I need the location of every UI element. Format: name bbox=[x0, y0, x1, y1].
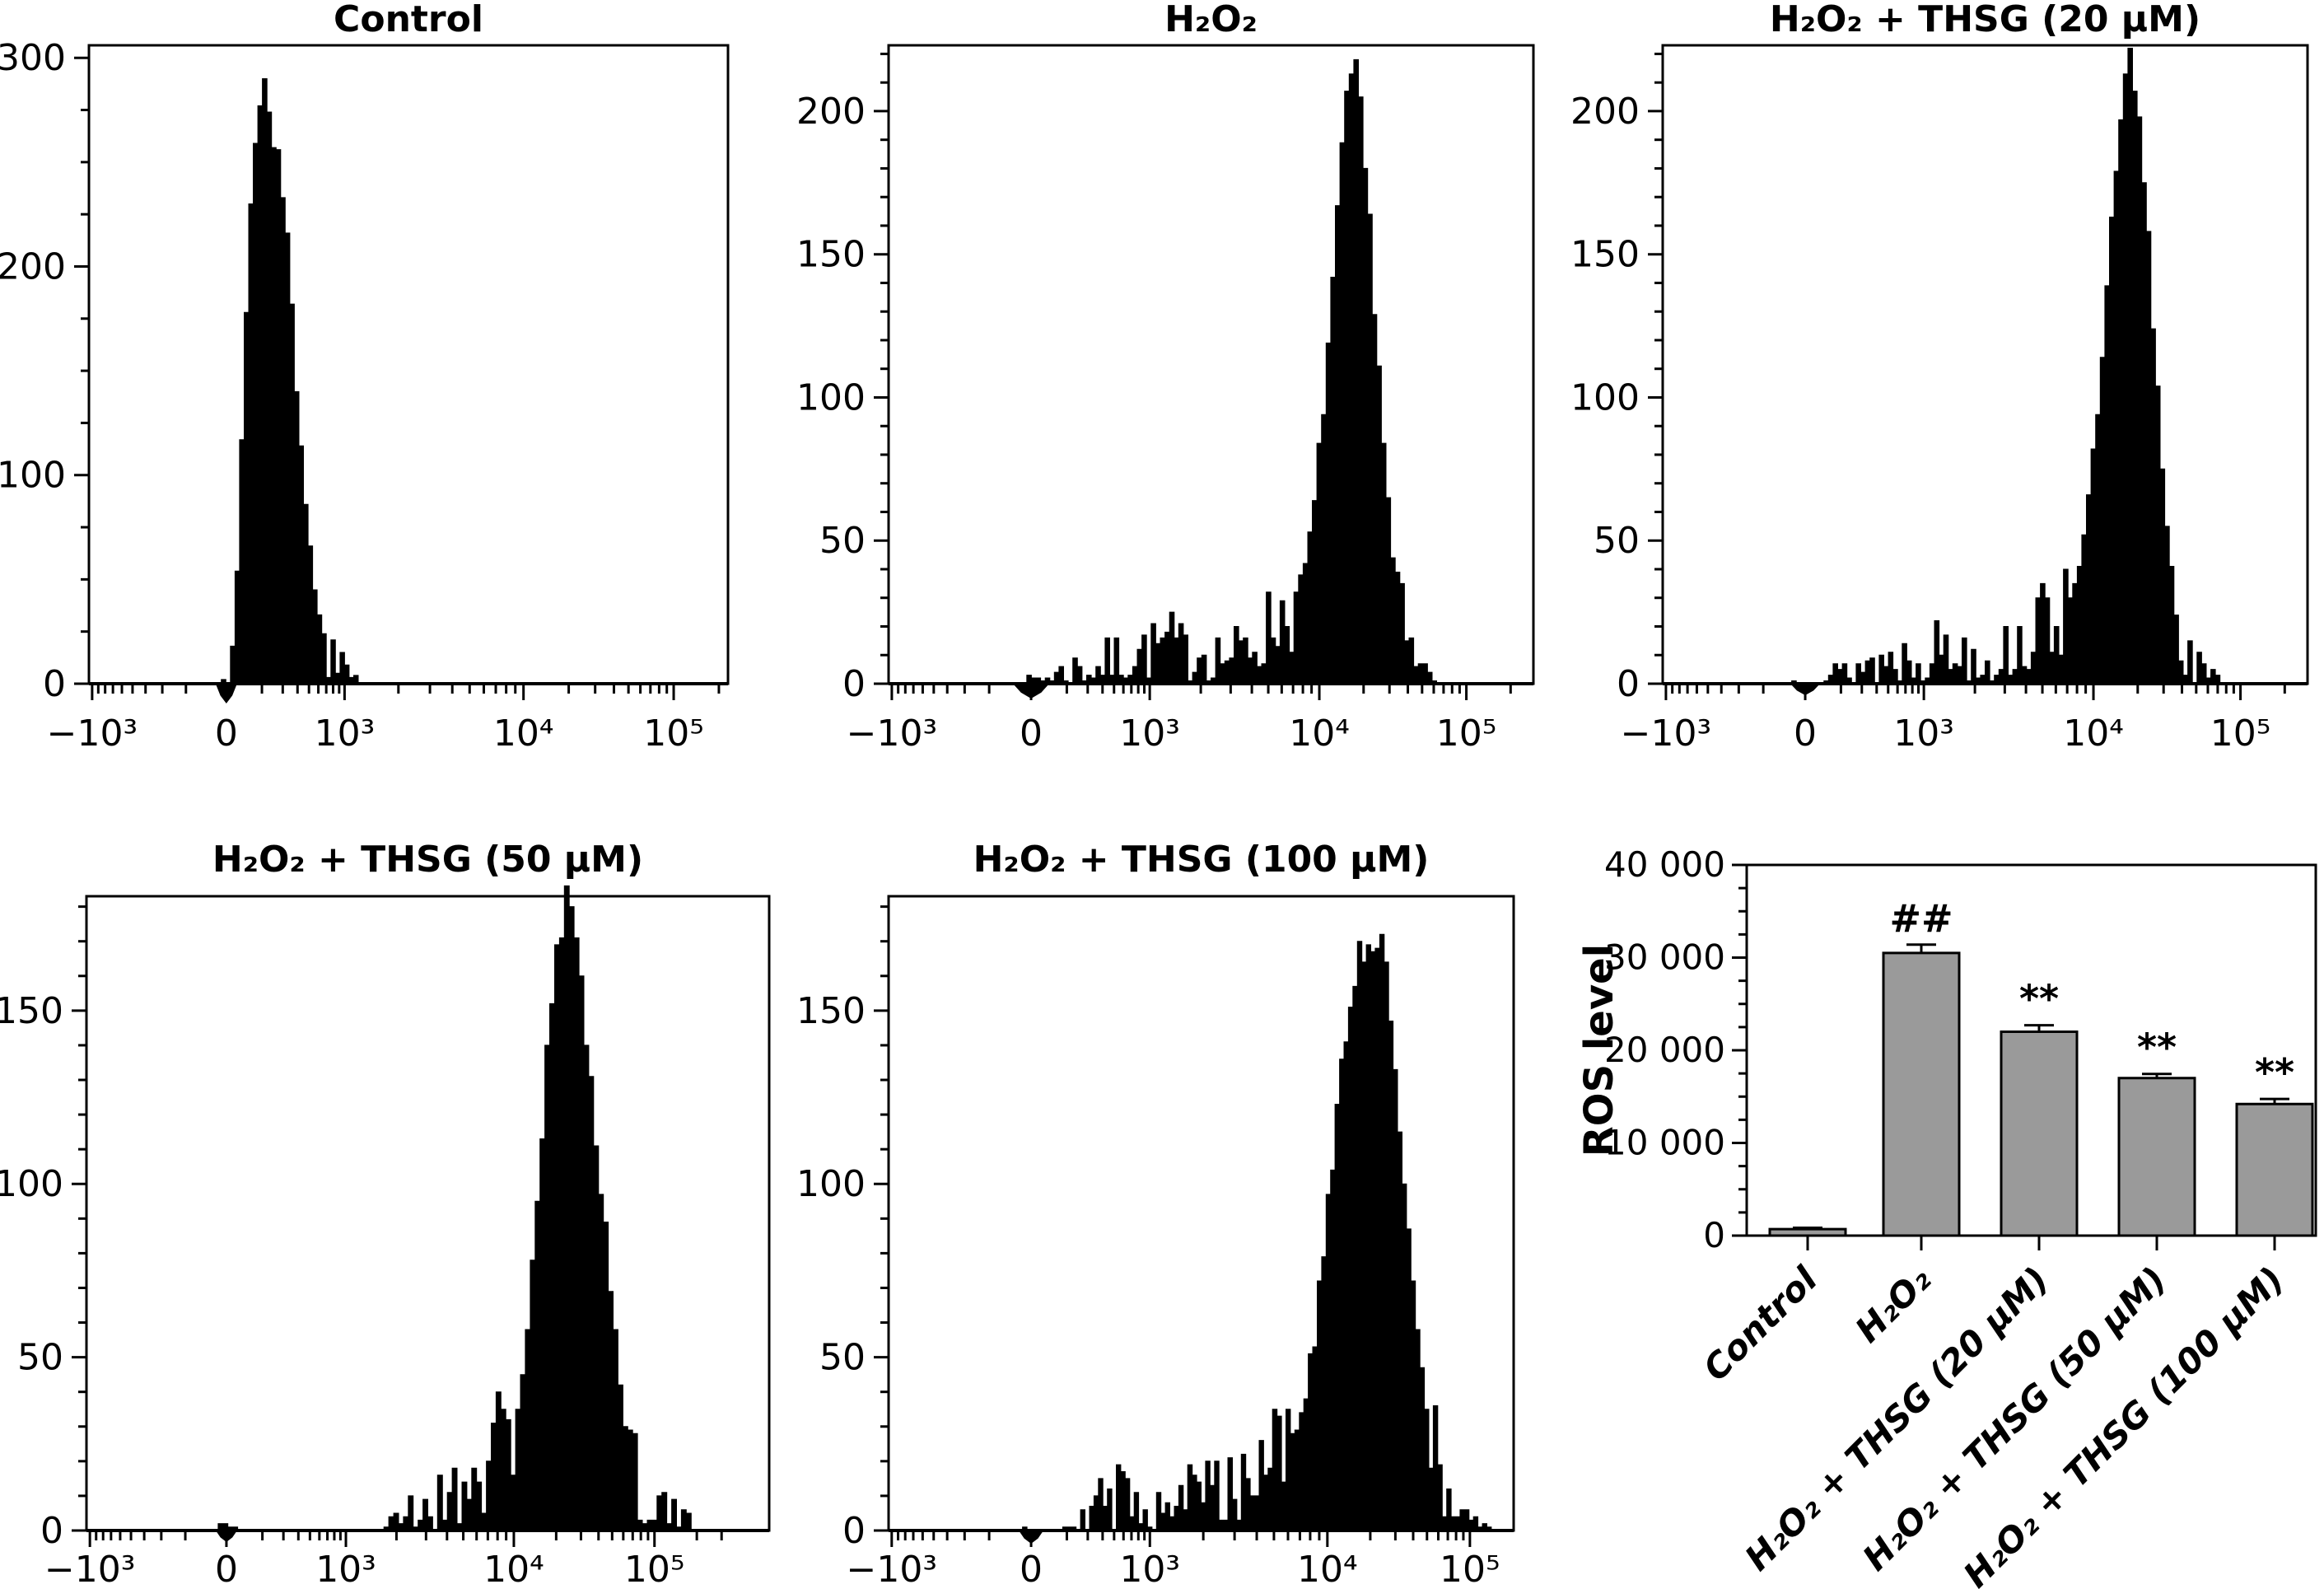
zero-event-notch bbox=[1019, 1531, 1044, 1544]
y-tick-label: 100 bbox=[0, 455, 66, 497]
y-tick-label: 10 000 bbox=[1604, 1123, 1725, 1163]
y-tick-label: 100 bbox=[0, 1163, 63, 1205]
x-tick-label: 10³ bbox=[315, 713, 376, 755]
x-tick-label: 10³ bbox=[1893, 713, 1954, 755]
x-tick-label: 10⁴ bbox=[483, 1549, 544, 1589]
panel-title: H₂O₂ bbox=[1164, 0, 1258, 40]
x-tick-label: 10⁵ bbox=[1436, 713, 1497, 755]
y-tick-label: 200 bbox=[0, 245, 66, 287]
category-label: H₂O₂ bbox=[1847, 1259, 1939, 1350]
histogram-panel-control: Control 0 100 200 300 −10³ 0 10³ 10⁴ 10⁵ bbox=[0, 0, 730, 755]
y-tick-label: 300 bbox=[0, 37, 66, 79]
zero-event-notch bbox=[1013, 684, 1050, 699]
plot-box bbox=[1661, 44, 2309, 685]
y-tick-label: 100 bbox=[796, 376, 866, 418]
x-tick-label: 10⁴ bbox=[2063, 713, 2124, 755]
panel-title: H₂O₂ + THSG (50 μM) bbox=[212, 839, 643, 881]
zero-event-notch bbox=[1790, 684, 1821, 695]
panel-title: Control bbox=[334, 0, 483, 40]
x-tick-label: 10³ bbox=[1119, 713, 1180, 755]
x-tick-label: 10⁴ bbox=[1297, 1549, 1358, 1589]
significance-annotation: ** bbox=[2137, 1026, 2177, 1070]
bar-0 bbox=[1768, 1227, 1847, 1237]
histogram-distribution bbox=[889, 58, 1533, 685]
x-tick-label: −10³ bbox=[44, 1549, 136, 1589]
y-tick-label: 40 000 bbox=[1604, 844, 1725, 885]
x-tick-label: −10³ bbox=[847, 713, 938, 755]
zero-event-notch bbox=[215, 1531, 237, 1542]
plot-box bbox=[85, 895, 771, 1532]
y-tick-label: 150 bbox=[796, 234, 866, 276]
plot-box bbox=[887, 44, 1535, 685]
y-tick-label: 20 000 bbox=[1604, 1030, 1725, 1070]
bar-4 bbox=[2235, 1102, 2314, 1237]
x-tick-label: 10³ bbox=[315, 1549, 376, 1589]
y-tick-label: 200 bbox=[796, 91, 866, 133]
y-tick-label: 50 bbox=[17, 1337, 63, 1379]
y-tick-label: 30 000 bbox=[1604, 937, 1725, 978]
histogram-panel-h2o2: H₂O₂ 0 50 100 150 200 −10³ 0 10³ 10⁴ 10⁵ bbox=[796, 0, 1535, 755]
x-tick-label: −10³ bbox=[1621, 713, 1712, 755]
y-tick-label: 0 bbox=[40, 1510, 63, 1552]
y-tick-label: 0 bbox=[1703, 1215, 1725, 1255]
significance-annotation: ** bbox=[2019, 977, 2059, 1021]
x-tick-label: 0 bbox=[215, 1549, 238, 1589]
bar-1 bbox=[1882, 951, 1961, 1237]
histogram-panel-h2o2-thsg-20: H₂O₂ + THSG (20 μM) 0 50 100 150 200 −10³ 0 10³ 1… bbox=[1570, 0, 2309, 755]
y-tick-label: 150 bbox=[0, 990, 63, 1032]
x-tick-label: 0 bbox=[1020, 1549, 1043, 1589]
y-tick-label: 100 bbox=[796, 1163, 866, 1205]
bar-3 bbox=[2117, 1077, 2196, 1237]
category-label: Control bbox=[1696, 1259, 1826, 1389]
y-tick-label: 0 bbox=[842, 1510, 866, 1552]
x-tick-label: 0 bbox=[1020, 713, 1043, 755]
plot-box bbox=[87, 44, 730, 685]
x-tick-label: 0 bbox=[215, 713, 238, 755]
y-tick-label: 150 bbox=[1570, 234, 1640, 276]
x-tick-label: 0 bbox=[1794, 713, 1817, 755]
x-tick-label: −10³ bbox=[47, 713, 138, 755]
y-tick-label: 0 bbox=[1617, 663, 1640, 705]
x-tick-label: 10⁴ bbox=[493, 713, 554, 755]
y-tick-label: 0 bbox=[43, 663, 66, 705]
significance-annotation: ** bbox=[2255, 1050, 2294, 1095]
y-tick-label: 150 bbox=[796, 990, 866, 1032]
y-tick-label: 100 bbox=[1570, 376, 1640, 418]
ros-level-axis-label: ROS level bbox=[1576, 944, 1622, 1157]
y-tick-label: 200 bbox=[1570, 91, 1640, 133]
x-tick-label: 10⁵ bbox=[2210, 713, 2271, 755]
y-tick-label: 50 bbox=[819, 520, 866, 562]
x-tick-label: 10⁴ bbox=[1289, 713, 1350, 755]
x-tick-label: 10⁵ bbox=[624, 1549, 685, 1589]
x-tick-label: −10³ bbox=[847, 1549, 938, 1589]
panel-title: H₂O₂ + THSG (100 μM) bbox=[973, 839, 1430, 881]
y-tick-label: 0 bbox=[842, 663, 866, 705]
bar-2 bbox=[2000, 1031, 2079, 1237]
ros-bar-chart: 0 10 000 20 000 30 000 40 000 ROS level Contro… bbox=[1576, 844, 2317, 1589]
panel-title: H₂O₂ + THSG (20 μM) bbox=[1770, 0, 2200, 40]
y-tick-label: 50 bbox=[1594, 520, 1640, 562]
x-tick-label: 10³ bbox=[1119, 1549, 1180, 1589]
x-tick-label: 10⁵ bbox=[1440, 1549, 1500, 1589]
histogram-distribution bbox=[1663, 48, 2308, 685]
zero-event-notch bbox=[215, 684, 237, 703]
significance-annotation: ## bbox=[1889, 896, 1953, 941]
y-tick-label: 50 bbox=[819, 1337, 866, 1379]
x-tick-label: 10⁵ bbox=[643, 713, 704, 755]
